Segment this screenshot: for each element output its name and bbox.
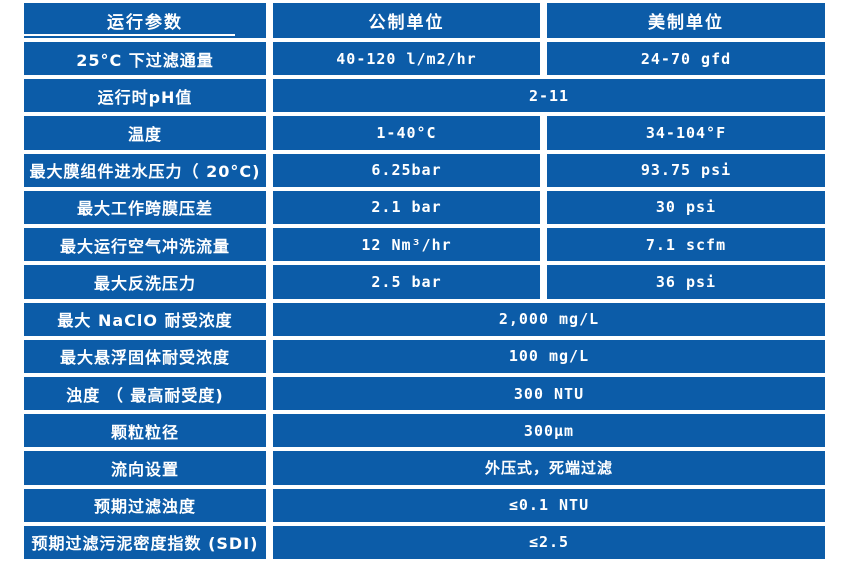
- row-metric-backwash-pressure: 2.5 bar: [273, 265, 540, 299]
- row-us-flux: 24-70 gfd: [547, 42, 825, 76]
- row-value-turbidity: 300 NTU: [273, 376, 825, 411]
- row-label-ph: 运行时pH值: [24, 79, 266, 113]
- row-value-suspended-solids: 100 mg/L: [273, 339, 825, 373]
- row-us-feed-pressure: 93.75 psi: [547, 153, 825, 187]
- row-label-particle-size: 颗粒粒径: [24, 414, 266, 448]
- row-us-air-scour: 7.1 scfm: [547, 228, 825, 262]
- header-cell-parameter: 运行参数: [24, 3, 266, 38]
- row-label-air-scour: 最大运行空气冲洗流量: [24, 228, 266, 262]
- row-value-particle-size: 300μm: [273, 414, 825, 448]
- row-value-naclo: 2,000 mg/L: [273, 302, 825, 336]
- row-metric-air-scour: 12 Nm³/hr: [273, 228, 540, 262]
- row-metric-tmp: 2.1 bar: [273, 190, 540, 225]
- row-label-tmp: 最大工作跨膜压差: [24, 190, 266, 225]
- row-label-feed-pressure: 最大膜组件进水压力（ 20°C): [24, 153, 266, 187]
- row-label-flow-config: 流向设置: [24, 451, 266, 485]
- row-value-ph: 2-11: [273, 79, 825, 113]
- row-us-tmp: 30 psi: [547, 190, 825, 225]
- row-label-turbidity: 浊度 （ 最高耐受度): [24, 376, 266, 411]
- header-cell-us-units: 美制单位: [547, 3, 825, 38]
- row-value-sdi: ≤2.5: [273, 525, 825, 559]
- row-label-suspended-solids: 最大悬浮固体耐受浓度: [24, 339, 266, 373]
- row-value-flow-config: 外压式，死端过滤: [273, 451, 825, 485]
- row-label-backwash-pressure: 最大反洗压力: [24, 265, 266, 299]
- row-metric-feed-pressure: 6.25bar: [273, 153, 540, 187]
- row-us-backwash-pressure: 36 psi: [547, 265, 825, 299]
- header-parameter-label: 运行参数: [107, 13, 183, 33]
- row-metric-temperature: 1-40°C: [273, 116, 540, 150]
- header-cell-metric-units: 公制单位: [273, 3, 540, 38]
- row-label-filtrate-turbidity: 预期过滤浊度: [24, 488, 266, 522]
- header-us-label: 美制单位: [648, 13, 724, 33]
- row-metric-flux: 40-120 l/m2/hr: [273, 42, 540, 76]
- row-label-naclo: 最大 NaClO 耐受浓度: [24, 302, 266, 336]
- row-us-temperature: 34-104°F: [547, 116, 825, 150]
- header-underline: [24, 34, 235, 36]
- row-label-sdi: 预期过滤污泥密度指数 (SDI): [24, 525, 266, 559]
- row-label-flux: 25°C 下过滤通量: [24, 42, 266, 76]
- row-value-filtrate-turbidity: ≤0.1 NTU: [273, 488, 825, 522]
- row-label-temperature: 温度: [24, 116, 266, 150]
- operating-parameters-table: 运行参数 公制单位 美制单位 25°C 下过滤通量 40-120 l/m2/hr…: [24, 3, 825, 559]
- header-metric-label: 公制单位: [368, 13, 445, 33]
